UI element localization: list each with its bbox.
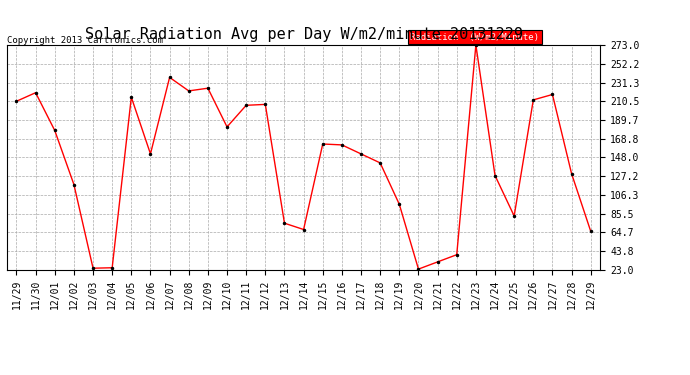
- Title: Solar Radiation Avg per Day W/m2/minute 20131229: Solar Radiation Avg per Day W/m2/minute …: [85, 27, 522, 42]
- Text: Radiation  (W/m2/Minute): Radiation (W/m2/Minute): [411, 33, 540, 42]
- Text: Copyright 2013 Cartronics.com: Copyright 2013 Cartronics.com: [7, 36, 163, 45]
